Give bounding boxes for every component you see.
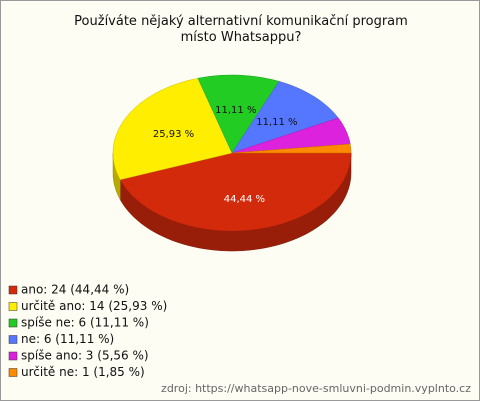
slice (231, 117, 351, 154)
legend-label: spíše ne: 6 (11,11 %) (21, 316, 149, 330)
slice (112, 78, 233, 180)
slice (231, 81, 339, 154)
legend-label: spíše ano: 3 (5,56 %) (21, 349, 149, 363)
legend-swatch (8, 335, 18, 344)
legend-swatch (8, 302, 18, 311)
source: zdroj: https://whatsapp-nove-smluvni-pod… (161, 382, 471, 395)
legend-label: určitě ne: 1 (1,85 %) (21, 365, 145, 379)
legend-label: určitě ano: 14 (25,93 %) (21, 299, 167, 313)
legend-swatch (8, 368, 18, 377)
legend-swatch (8, 318, 18, 328)
slice (197, 74, 280, 154)
chart-title: Používáte nějaký alternativní komunikačn… (74, 14, 408, 45)
data-label: 11,11 % (256, 117, 297, 128)
slice (119, 152, 352, 232)
legend-swatch (8, 351, 18, 361)
slice (231, 143, 352, 154)
legend-swatch (8, 285, 18, 295)
data-label: 25,93 % (153, 129, 194, 140)
data-label: 11,11 % (215, 105, 256, 116)
legend-label: ne: 6 (11,11 %) (21, 332, 114, 346)
legend-label: ano: 24 (44,44 %) (21, 283, 129, 297)
data-label: 44,44 % (224, 194, 265, 205)
